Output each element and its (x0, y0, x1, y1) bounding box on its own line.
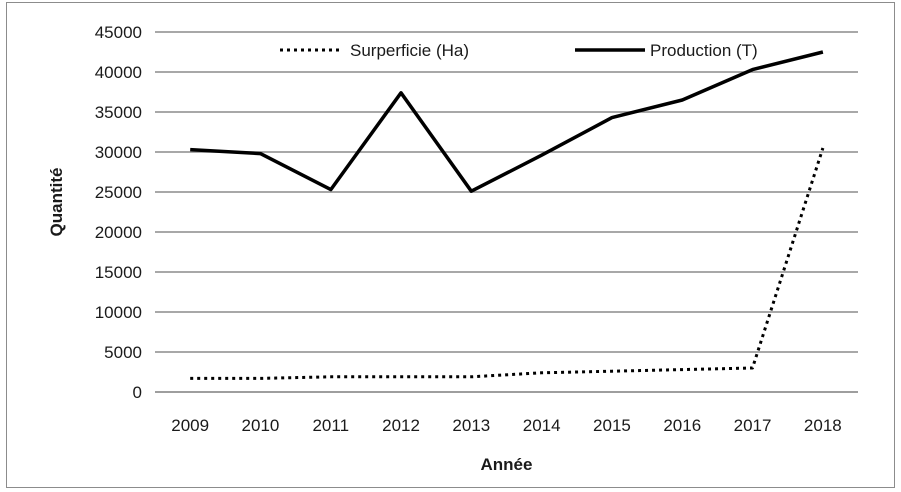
y-tick-label: 20000 (95, 223, 142, 242)
x-tick-label: 2010 (242, 416, 280, 435)
y-tick-labels: 0 5000 10000 15000 20000 25000 30000 35000 40000… (95, 23, 142, 402)
x-tick-label: 2012 (382, 416, 420, 435)
x-tick-label: 2009 (171, 416, 209, 435)
series-lines (190, 50, 825, 380)
y-tick-label: 10000 (95, 303, 142, 322)
series-line-1 (190, 50, 824, 193)
y-tick-label: 5000 (104, 343, 142, 362)
legend: Surperficie (Ha) Production (T) (280, 41, 758, 60)
x-tick-labels: 2009 2010 2011 2012 2013 2014 2015 2016 2017 2018 (171, 416, 842, 435)
legend-label-0: Surperficie (Ha) (350, 41, 469, 60)
y-tick-label: 35000 (95, 103, 142, 122)
x-tick-label: 2016 (663, 416, 701, 435)
y-tick-label: 25000 (95, 183, 142, 202)
x-tick-label: 2017 (734, 416, 772, 435)
y-tick-label: 15000 (95, 263, 142, 282)
y-tick-label: 45000 (95, 23, 142, 42)
y-axis-title: Quantité (47, 168, 66, 237)
legend-label-1: Production (T) (650, 41, 758, 60)
gridlines (155, 31, 858, 393)
series-line-0 (190, 147, 825, 380)
chart-frame (6, 2, 895, 488)
x-tick-label: 2014 (523, 416, 561, 435)
x-tick-label: 2015 (593, 416, 631, 435)
y-tick-label: 30000 (95, 143, 142, 162)
y-tick-label: 40000 (95, 63, 142, 82)
x-tick-label: 2013 (452, 416, 490, 435)
y-tick-label: 0 (133, 383, 142, 402)
x-axis-title: Année (481, 455, 533, 474)
x-tick-label: 2011 (312, 416, 349, 435)
x-tick-label: 2018 (804, 416, 842, 435)
